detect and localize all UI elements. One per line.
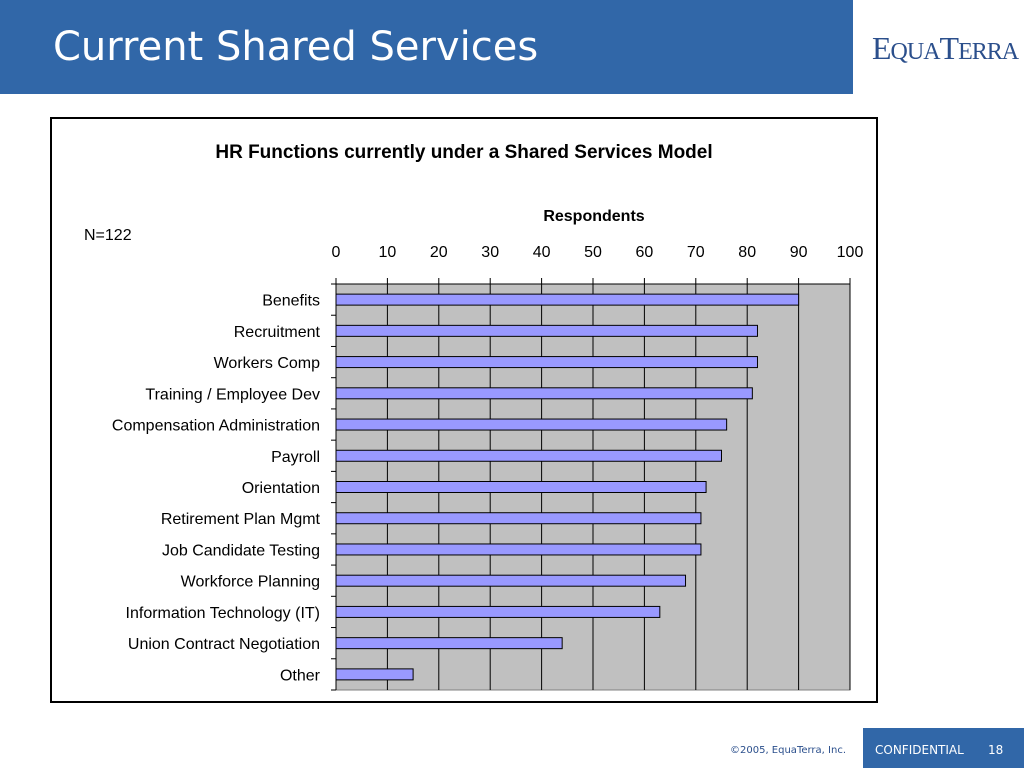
bar [335, 387, 753, 400]
bar [335, 543, 702, 556]
x-axis-label: Respondents [543, 208, 645, 225]
category-label: Recruitment [234, 324, 321, 341]
chart-frame: HR Functions currently under a Shared Se… [50, 117, 878, 703]
bar [335, 574, 687, 587]
category-label: Other [280, 667, 321, 684]
bar [335, 605, 661, 618]
x-tick-label: 90 [790, 244, 808, 261]
x-tick-label: 30 [481, 244, 499, 261]
bar [335, 512, 702, 525]
footer-copyright: ©2005, EquaTerra, Inc. [730, 745, 846, 756]
bar [335, 449, 722, 462]
company-logo: EQUATERRA [872, 30, 1019, 66]
x-tick-label: 50 [584, 244, 602, 261]
x-tick-label: 0 [332, 244, 341, 261]
category-label: Information Technology (IT) [126, 605, 320, 622]
page-title: Current Shared Services [53, 24, 539, 70]
x-tick-label: 60 [636, 244, 654, 261]
category-label: Compensation Administration [112, 418, 320, 435]
confidential-label: CONFIDENTIAL [875, 743, 964, 757]
category-label: Union Contract Negotiation [128, 636, 320, 653]
bar [335, 356, 758, 369]
category-label: Orientation [242, 480, 320, 497]
bar [335, 668, 414, 681]
x-tick-label: 100 [837, 244, 864, 261]
category-label: Payroll [271, 449, 320, 466]
category-label: Retirement Plan Mgmt [161, 511, 321, 528]
x-tick-label: 20 [430, 244, 448, 261]
x-tick-label: 70 [687, 244, 705, 261]
x-tick-label: 80 [738, 244, 756, 261]
category-label: Workers Comp [214, 355, 320, 372]
bar [335, 418, 728, 431]
header-band [0, 0, 853, 94]
x-tick-label: 40 [533, 244, 551, 261]
category-label: Training / Employee Dev [145, 386, 320, 403]
sample-size-label: N=122 [84, 227, 132, 244]
category-label: Benefits [262, 293, 320, 310]
category-label: Workforce Planning [181, 574, 320, 591]
bar [335, 324, 758, 337]
category-label: Job Candidate Testing [162, 542, 320, 559]
chart-title: HR Functions currently under a Shared Se… [215, 142, 713, 163]
bar-chart: 0 10 20 30 40 50 60 70 80 90 100 Benefits Recruitmen… [112, 244, 864, 691]
bar [335, 293, 800, 306]
x-tick-label: 10 [379, 244, 397, 261]
page-number: 18 [988, 743, 1004, 757]
footer-band [863, 728, 1024, 768]
bar [335, 637, 563, 650]
bar [335, 481, 707, 493]
